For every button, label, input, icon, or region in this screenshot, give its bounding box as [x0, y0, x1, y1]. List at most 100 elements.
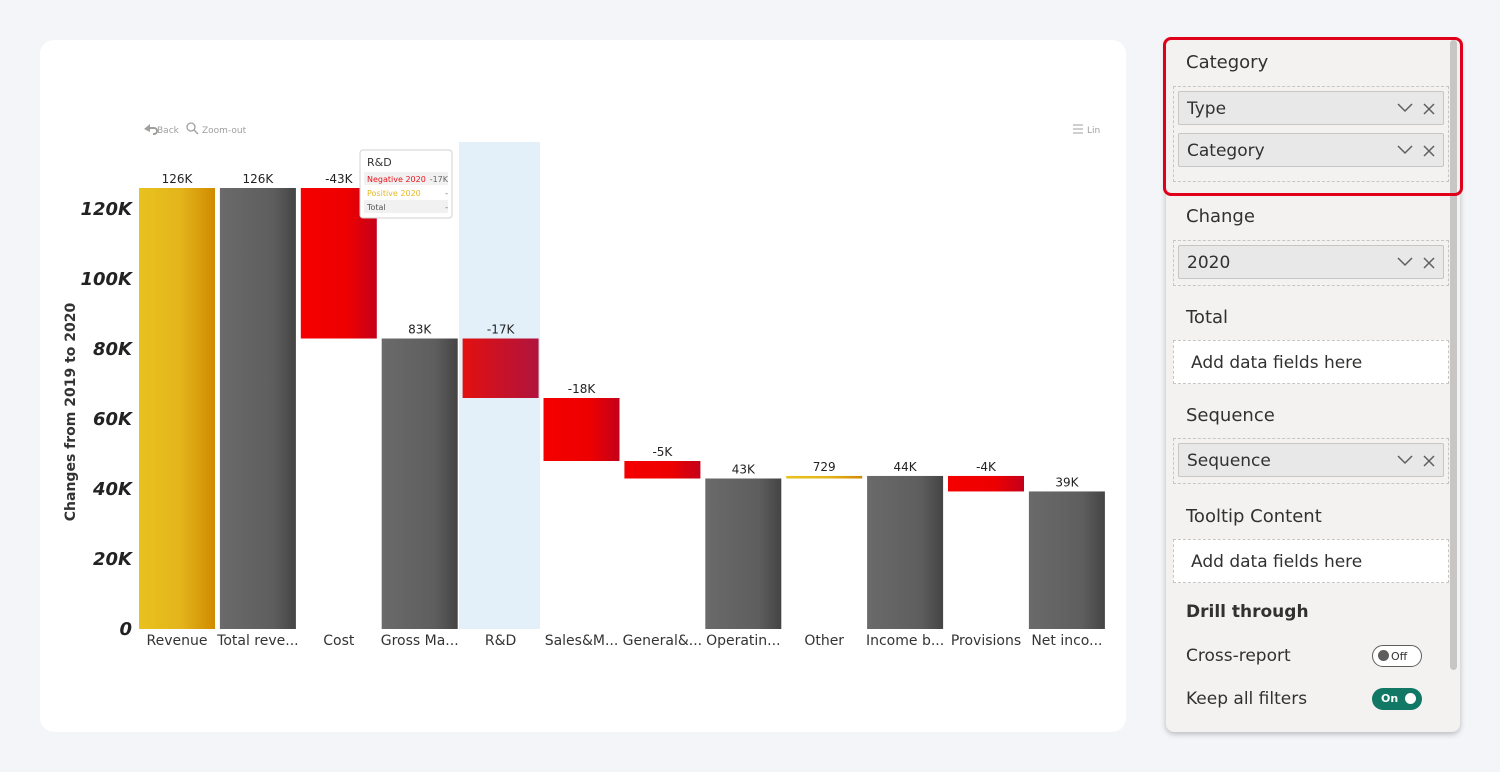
tooltip-content-placeholder: Add data fields here [1191, 552, 1363, 572]
y-tick-label: 80K [93, 339, 134, 360]
y-tick-label: 0 [119, 619, 132, 640]
x-category-label: Revenue [147, 633, 208, 649]
list-icon [1073, 124, 1083, 134]
chart-card: Back Zoom-out Lin Changes from 2019 to 2… [40, 40, 1126, 732]
x-category-label: Operatin... [706, 633, 780, 649]
bar-income-b[interactable] [867, 475, 944, 629]
x-category-label: R&D [485, 633, 516, 649]
category-section-title: Category [1186, 52, 1269, 73]
back-button[interactable]: Back [144, 124, 180, 136]
bar-gross-ma[interactable] [381, 338, 458, 630]
x-category-label: General&... [623, 633, 702, 649]
field-pill-label: 2020 [1187, 253, 1231, 273]
tooltip-content-section-title: Tooltip Content [1186, 506, 1322, 527]
value-label: -43K [325, 172, 354, 186]
chevron-down-icon[interactable] [1397, 103, 1413, 113]
bars [139, 188, 1105, 629]
x-category-label: Net inco... [1031, 633, 1102, 649]
category-highlight-box [1163, 37, 1463, 196]
close-icon[interactable] [1423, 103, 1435, 115]
bar-operatin[interactable] [705, 478, 782, 630]
waterfall-chart: Back Zoom-out Lin Changes from 2019 to 2… [63, 122, 1105, 649]
close-icon[interactable] [1423, 455, 1435, 467]
value-label: 83K [408, 323, 432, 337]
back-label: Back [157, 126, 180, 136]
x-category-label: Provisions [951, 633, 1021, 649]
sequence-section-title: Sequence [1186, 405, 1275, 426]
value-label: -18K [568, 382, 597, 396]
x-axis-labels: Revenue Total reve... Cost Gross Ma... R&D Sa… [147, 633, 1103, 649]
tooltip: R&D Negative 2020 -17K Positive 2020 - T… [359, 149, 453, 219]
y-tick-label: 20K [93, 549, 134, 570]
value-label: 43K [732, 463, 756, 477]
field-pill-sequence[interactable]: Sequence [1178, 443, 1444, 477]
total-well[interactable]: Add data fields here [1173, 340, 1449, 384]
y-tick-label: 60K [93, 409, 134, 430]
category-well[interactable]: Type Category [1173, 86, 1449, 182]
x-category-label: Gross Ma... [381, 633, 459, 649]
value-label: 729 [813, 460, 836, 474]
lin-label: Lin [1087, 126, 1100, 136]
cross-report-label: Cross-report [1186, 646, 1291, 666]
chevron-down-icon[interactable] [1397, 257, 1413, 267]
change-section-title: Change [1186, 206, 1255, 227]
lin-scale-button[interactable]: Lin [1073, 124, 1100, 136]
tooltip-content-well[interactable]: Add data fields here [1173, 539, 1449, 583]
value-label: -4K [976, 460, 997, 474]
value-label: -17K [487, 323, 516, 337]
bar-r-d[interactable] [462, 338, 539, 399]
chevron-down-icon[interactable] [1397, 455, 1413, 465]
change-well[interactable]: 2020 [1173, 240, 1449, 286]
keep-filters-label: Keep all filters [1186, 689, 1308, 709]
total-placeholder: Add data fields here [1191, 353, 1363, 373]
keep-filters-toggle[interactable]: On [1372, 688, 1422, 710]
y-tick-label: 100K [80, 269, 134, 290]
bar-other[interactable] [786, 475, 863, 479]
field-pill-category[interactable]: Category [1178, 133, 1444, 167]
value-label: -5K [652, 445, 673, 459]
tooltip-row-positive-label: Positive 2020 [367, 189, 421, 198]
x-category-label: Sales&M... [545, 633, 619, 649]
value-label: 126K [243, 172, 275, 186]
field-pill-type[interactable]: Type [1178, 91, 1444, 125]
sequence-well[interactable]: Sequence [1173, 438, 1449, 484]
x-category-label: Income b... [866, 633, 944, 649]
panel-scrollbar[interactable] [1450, 40, 1457, 670]
chevron-down-icon[interactable] [1397, 145, 1413, 155]
total-section-title: Total [1186, 307, 1229, 328]
toggle-knob [1405, 693, 1416, 704]
bar-revenue[interactable] [139, 188, 215, 629]
tooltip-row-total-value: - [445, 203, 448, 212]
zoom-out-icon [186, 122, 199, 135]
close-icon[interactable] [1423, 257, 1435, 269]
field-pill-2020[interactable]: 2020 [1178, 245, 1444, 279]
bar-total-reve[interactable] [219, 188, 296, 629]
field-pill-label: Type [1187, 99, 1227, 119]
tooltip-row-total-label: Total [366, 203, 386, 212]
zoom-out-button[interactable]: Zoom-out [186, 122, 247, 136]
bar-general[interactable] [624, 461, 701, 479]
toggle-knob [1378, 650, 1389, 661]
cross-report-toggle[interactable]: Off [1372, 645, 1422, 667]
value-label: 126K [162, 172, 194, 186]
bar-net-inco[interactable] [1028, 491, 1105, 629]
tooltip-row-negative-label: Negative 2020 [367, 175, 426, 184]
back-icon [144, 124, 158, 135]
value-label: 44K [894, 460, 918, 474]
y-tick-label: 40K [92, 479, 134, 500]
x-category-label: Total reve... [216, 633, 298, 649]
x-category-label: Cost [323, 633, 355, 649]
bar-provisions[interactable] [948, 475, 1024, 492]
bar-sales-m[interactable] [543, 398, 620, 461]
field-pill-label: Sequence [1187, 451, 1271, 471]
toggle-state: Off [1391, 650, 1408, 663]
drill-through-title: Drill through [1186, 602, 1309, 622]
close-icon[interactable] [1423, 145, 1435, 157]
fields-panel: Category Type Category Change 2020 Total… [1166, 40, 1460, 732]
tooltip-title: R&D [367, 156, 392, 169]
y-axis-title: Changes from 2019 to 2020 [63, 303, 79, 522]
field-pill-label: Category [1187, 141, 1265, 161]
value-labels: 126K 126K -43K 83K -17K -18K -5K 43K 729 44K -4K 39… [162, 172, 1080, 489]
value-label: 39K [1055, 475, 1079, 489]
zoom-out-label: Zoom-out [202, 126, 247, 136]
